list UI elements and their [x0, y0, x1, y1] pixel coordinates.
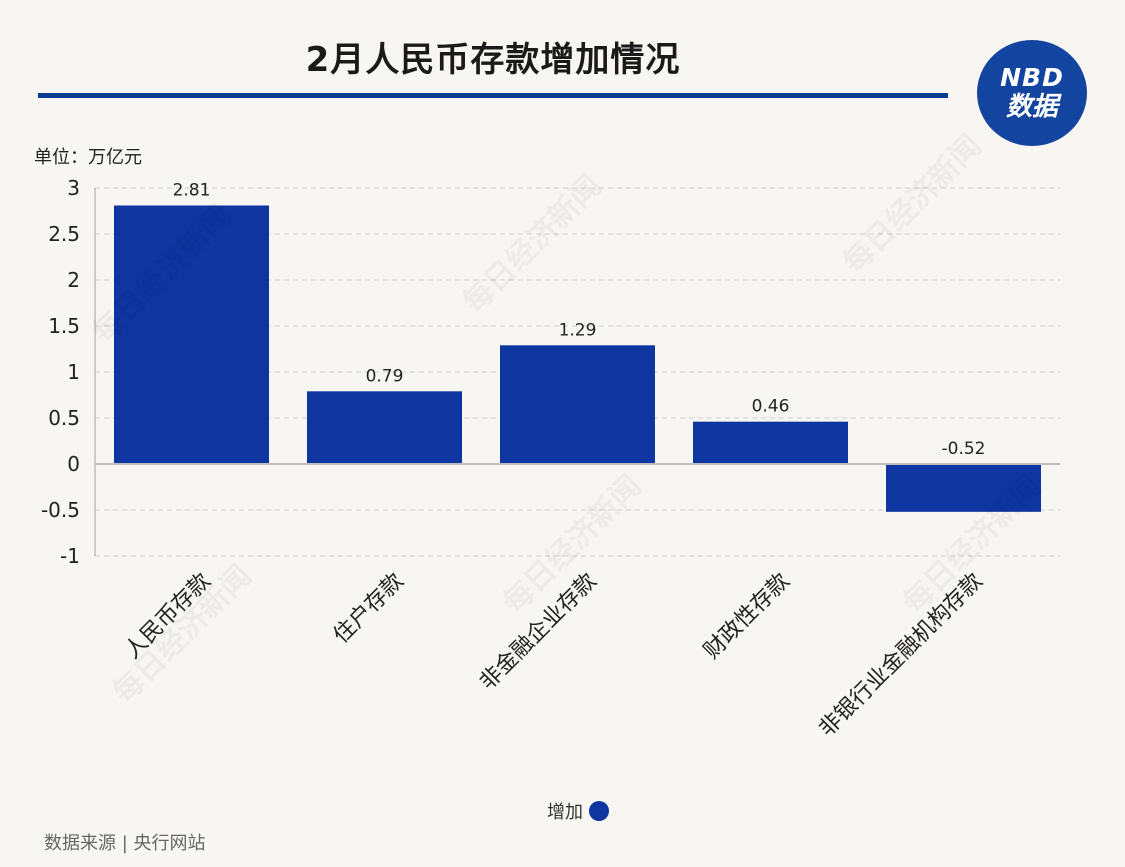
legend-label: 增加: [547, 802, 583, 823]
legend-swatch: [589, 801, 609, 821]
bar: [114, 205, 269, 465]
x-category-label: 非金融企业存款: [475, 569, 602, 696]
source-note: 数据来源 | 央行网站: [44, 833, 206, 854]
y-tick-label: 2: [67, 268, 80, 292]
x-category-label: 财政性存款: [699, 569, 794, 664]
data-label: 0.46: [752, 397, 790, 417]
y-tick-label: 2.5: [48, 222, 80, 246]
bar: [500, 345, 655, 464]
nbd-logo: NBD 数据: [977, 40, 1087, 146]
y-tick-label: -1: [60, 544, 80, 568]
y-tick-label: 1: [67, 360, 80, 384]
y-tick-label: 3: [67, 176, 80, 200]
legend: 增加: [547, 798, 609, 824]
x-category-label: 住户存款: [329, 569, 409, 649]
x-category-label: 人民币存款: [120, 569, 215, 664]
data-label: 2.81: [173, 180, 211, 200]
bar: [307, 391, 462, 464]
bar: [886, 464, 1041, 512]
y-tick-label: 0.5: [48, 406, 80, 430]
unit-label: 单位：万亿元: [34, 147, 142, 168]
y-tick-label: -0.5: [41, 498, 80, 522]
y-tick-label: 0: [67, 452, 80, 476]
data-label: 1.29: [559, 320, 597, 340]
data-label: 0.79: [366, 366, 404, 386]
y-tick-label: 1.5: [48, 314, 80, 338]
bar: [693, 421, 848, 464]
data-label: -0.52: [942, 439, 986, 459]
logo-text-data: 数据: [1005, 92, 1058, 122]
chart-title: 2月人民币存款增加情况: [305, 40, 681, 80]
title-rule: [38, 93, 948, 98]
logo-text-nbd: NBD: [1000, 63, 1064, 92]
x-category-label: 非银行业金融机构存款: [814, 569, 987, 742]
